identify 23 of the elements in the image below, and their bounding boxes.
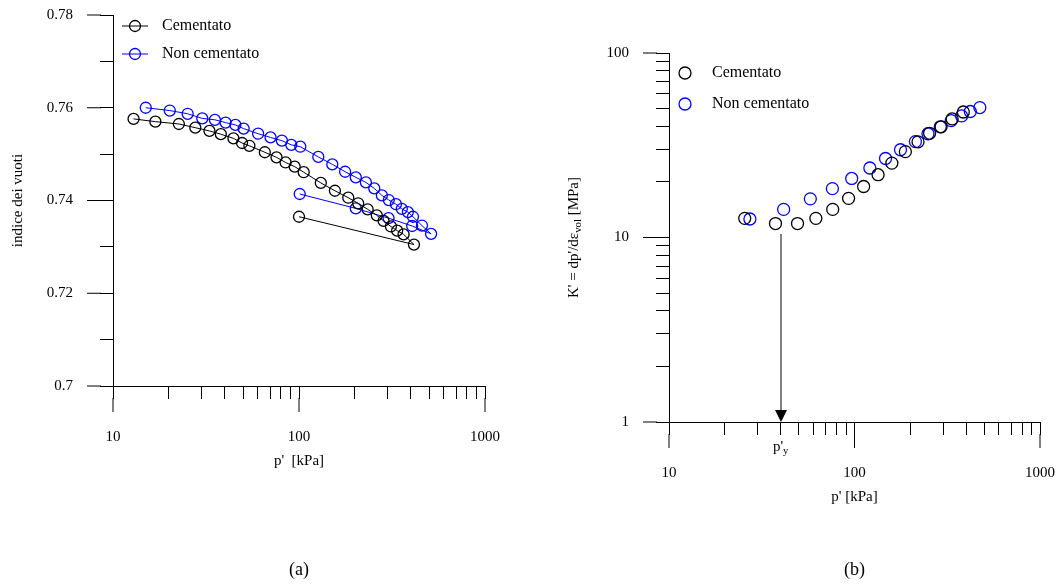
legend-label: Cementato [712,63,782,81]
x-tick-label: 10 [661,463,677,480]
y-tick-label: 0.74 [46,191,74,208]
y-tick-label: 0.72 [46,284,73,301]
y-tick-label: 0.78 [46,5,73,22]
legend-label: Cementato [162,16,232,34]
text: (a) [289,558,309,580]
legend-label: Non cementato [712,94,810,112]
x-tick-label: 10 [105,427,121,444]
x-tick-label: 100 [843,463,866,480]
x-tick-label: 100 [287,427,311,444]
x-axis-title: p' [kPa] [831,487,878,504]
y-tick-label: 100 [606,43,629,60]
y-tick-label: 0.7 [54,376,74,393]
text: (b) [844,558,866,580]
y-axis-title: indice dei vuoti [8,153,25,248]
x-tick-label: 1000 [470,427,500,444]
x-tick-label: 1000 [1025,463,1055,480]
x-axis-title: p' [kPa] [273,451,325,468]
y-tick-label: 10 [614,228,629,245]
y-tick-label: 1 [621,412,629,429]
legend-label: Non cementato [162,44,260,62]
y-tick-label: 0.76 [46,98,74,115]
